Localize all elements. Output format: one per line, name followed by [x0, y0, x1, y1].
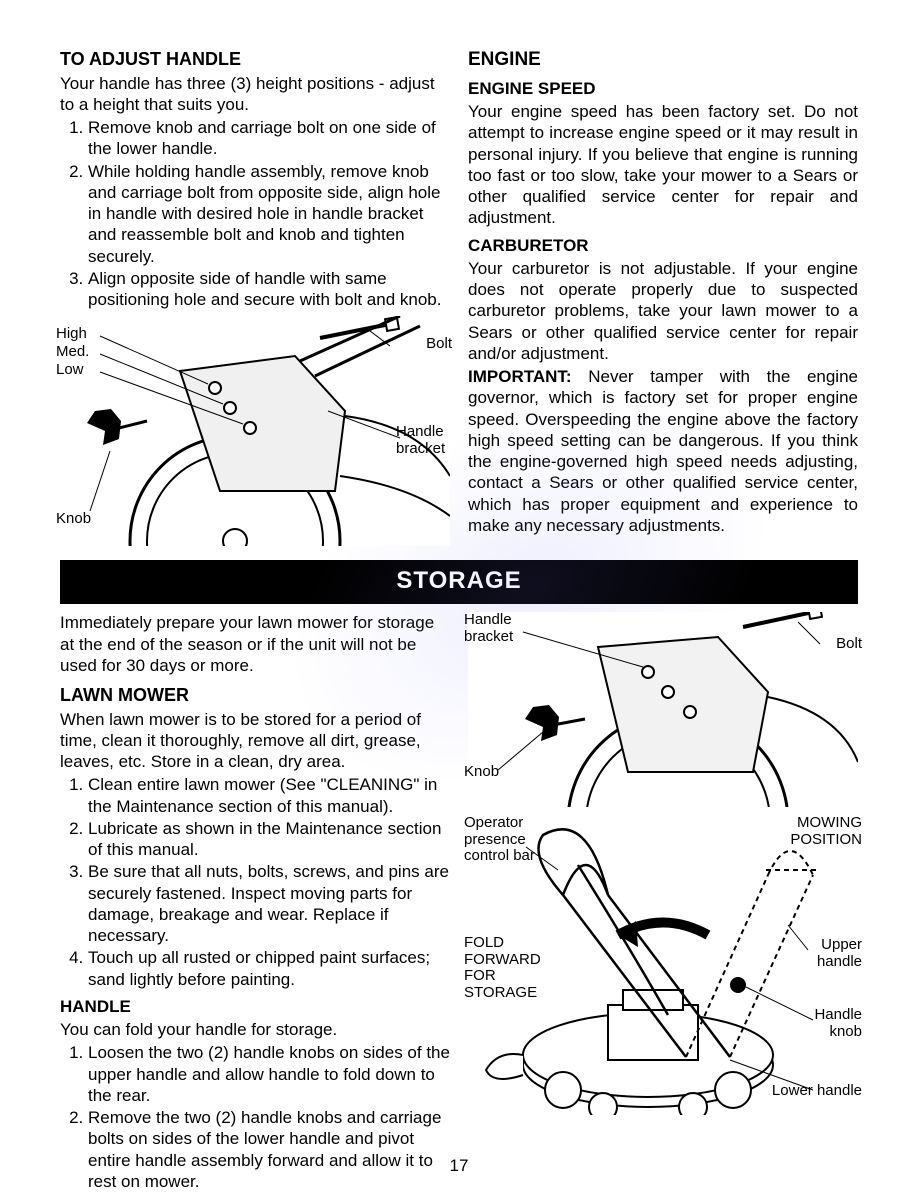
adjust-handle-svg	[60, 316, 450, 546]
fold-diagram: Operator presence control bar MOWING POS…	[468, 815, 858, 1115]
bottom-columns: Immediately prepare your lawn mower for …	[60, 612, 858, 1193]
list-item: Be sure that all nuts, bolts, screws, an…	[88, 861, 450, 946]
label-med: Med.	[56, 344, 89, 361]
label-high: High	[56, 326, 87, 343]
important-text: Never tamper with the engine governor, w…	[468, 367, 858, 535]
adjust-handle-list: Remove knob and carriage bolt on one sid…	[60, 117, 450, 310]
label-knob: Knob	[56, 511, 91, 528]
label-low: Low	[56, 362, 84, 379]
bottom-left-column: Immediately prepare your lawn mower for …	[60, 612, 450, 1193]
list-item: Loosen the two (2) handle knobs on sides…	[88, 1042, 450, 1106]
top-columns: TO ADJUST HANDLE Your handle has three (…	[60, 48, 858, 546]
handle-title: HANDLE	[60, 996, 450, 1017]
storage-intro: Immediately prepare your lawn mower for …	[60, 612, 450, 676]
list-item: Remove the two (2) handle knobs and carr…	[88, 1107, 450, 1192]
list-item: Clean entire lawn mower (See "CLEANING" …	[88, 774, 450, 817]
label-fold-forward: FOLD FORWARD FOR STORAGE	[464, 935, 554, 1001]
engine-speed-text: Your engine speed has been factory set. …	[468, 101, 858, 229]
label-mowing-position: MOWING POSITION	[772, 815, 862, 848]
handle-intro: You can fold your handle for storage.	[60, 1019, 450, 1040]
top-left-column: TO ADJUST HANDLE Your handle has three (…	[60, 48, 450, 546]
lawn-mower-list: Clean entire lawn mower (See "CLEANING" …	[60, 774, 450, 990]
list-item: Lubricate as shown in the Maintenance se…	[88, 818, 450, 861]
storage-header: STORAGE	[60, 560, 858, 604]
list-item: Align opposite side of handle with same …	[88, 268, 450, 311]
label-lower-handle: Lower handle	[772, 1083, 862, 1100]
adjust-handle-intro: Your handle has three (3) height positio…	[60, 73, 450, 116]
carburetor-title: CARBURETOR	[468, 235, 858, 256]
bracket-svg	[468, 612, 858, 807]
list-item: Touch up all rusted or chipped paint sur…	[88, 947, 450, 990]
label-handle-bracket: Handle bracket	[396, 424, 456, 457]
list-item: While holding handle assembly, remove kn…	[88, 161, 450, 267]
top-right-column: ENGINE ENGINE SPEED Your engine speed ha…	[468, 48, 858, 546]
lawn-mower-intro: When lawn mower is to be stored for a pe…	[60, 709, 450, 773]
lawn-mower-title: LAWN MOWER	[60, 684, 450, 707]
label-upper-handle: Upper handle	[802, 937, 862, 970]
engine-title: ENGINE	[468, 48, 858, 72]
label-operator-presence: Operator presence control bar	[464, 815, 544, 865]
list-item: Remove knob and carriage bolt on one sid…	[88, 117, 450, 160]
bottom-right-column: Handle bracket Bolt Knob	[468, 612, 858, 1193]
carburetor-text: Your carburetor is not adjustable. If yo…	[468, 258, 858, 364]
label-handle-knob: Handle knob	[802, 1007, 862, 1040]
label-bolt: Bolt	[426, 336, 452, 353]
label-bolt-2: Bolt	[836, 636, 862, 653]
adjust-handle-diagram: High Med. Low Bolt Handle bracket Knob	[60, 316, 450, 546]
important-paragraph: IMPORTANT: Never tamper with the engine …	[468, 366, 858, 536]
label-handle-bracket-2: Handle bracket	[464, 612, 524, 645]
adjust-handle-title: TO ADJUST HANDLE	[60, 48, 450, 71]
label-knob-2: Knob	[464, 764, 499, 781]
important-label: IMPORTANT:	[468, 367, 572, 386]
bracket-diagram: Handle bracket Bolt Knob	[468, 612, 858, 807]
engine-speed-title: ENGINE SPEED	[468, 78, 858, 99]
page-number: 17	[0, 1155, 918, 1176]
